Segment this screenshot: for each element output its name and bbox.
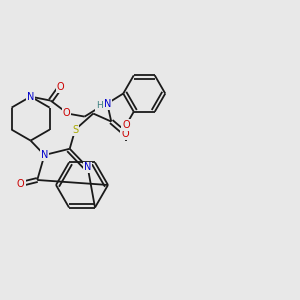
Text: O: O (63, 108, 70, 118)
Text: N: N (103, 98, 111, 109)
Text: N: N (27, 92, 34, 102)
Text: N: N (84, 163, 92, 172)
Text: O: O (122, 128, 129, 139)
Text: H: H (96, 101, 103, 110)
Text: O: O (57, 82, 64, 92)
Text: S: S (72, 124, 78, 134)
Text: N: N (41, 150, 48, 160)
Text: O: O (122, 120, 130, 130)
Text: O: O (17, 179, 25, 189)
